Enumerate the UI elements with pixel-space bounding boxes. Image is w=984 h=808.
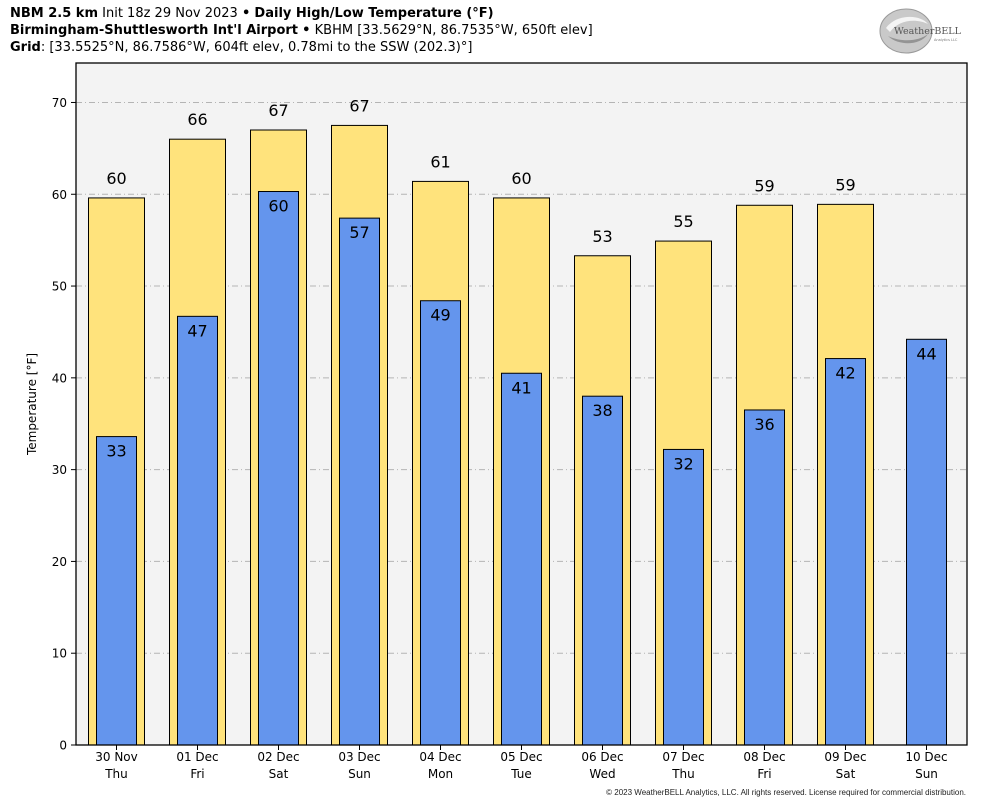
high-temp-label: 60 (106, 169, 126, 188)
x-tick-date: 06 Dec (581, 750, 623, 764)
low-temp-label: 41 (511, 378, 531, 397)
x-tick-day: Tue (510, 767, 532, 781)
logo-text: WeatherBELL (894, 26, 962, 37)
low-temp-label: 44 (916, 344, 936, 363)
y-tick-label: 70 (52, 96, 67, 110)
low-temp-label: 32 (673, 454, 693, 473)
low-temp-bar (339, 217, 380, 746)
station-name: Birmingham-Shuttlesworth Int'l Airport (10, 23, 299, 38)
x-tick-date: 30 Nov (95, 750, 138, 764)
bar-value-labels: 60 33 66 47 67 60 67 57 61 49 60 41 53 38 55 32 59 36 59 42… (106, 96, 936, 473)
y-tick-label: 40 (52, 371, 67, 385)
station-info: KBHM [33.5629°N, 86.7535°W, 650ft elev] (314, 23, 593, 38)
chart-title-line: NBM 2.5 km Init 18z 29 Nov 2023 • Daily … (10, 6, 494, 22)
grid-line: Grid: [33.5525°N, 86.7586°W, 604ft elev,… (10, 40, 472, 56)
x-tick-day: Sun (348, 767, 371, 781)
low-temp-bar (258, 191, 299, 746)
x-tick-day: Sun (915, 767, 938, 781)
low-temp-label: 42 (835, 364, 855, 383)
high-temp-label: 66 (187, 110, 207, 129)
x-tick-day: Fri (190, 767, 204, 781)
low-temp-label: 47 (187, 321, 207, 340)
x-tick-date: 04 Dec (419, 750, 461, 764)
low-temp-bar (96, 436, 137, 746)
x-tick-date: 10 Dec (905, 750, 947, 764)
product-title: Daily High/Low Temperature (°F) (254, 6, 494, 21)
high-temp-label: 61 (430, 152, 450, 171)
low-temp-label: 60 (268, 197, 288, 216)
station-line: Birmingham-Shuttlesworth Int'l Airport •… (10, 23, 593, 39)
y-tick-label: 20 (52, 555, 67, 569)
low-temp-bar (582, 395, 623, 746)
bars (88, 124, 947, 746)
y-tick-label: 0 (59, 739, 67, 753)
low-temp-bar (177, 315, 218, 746)
init-time: Init 18z 29 Nov 2023 (102, 6, 238, 21)
x-tick-date: 07 Dec (662, 750, 704, 764)
high-temp-label: 59 (754, 176, 774, 195)
low-temp-label: 38 (592, 401, 612, 420)
high-temp-label: 55 (673, 212, 693, 231)
low-temp-bar (825, 358, 866, 746)
low-temp-bar (744, 409, 785, 746)
station-bullet: • (302, 23, 311, 38)
x-tick-day: Wed (589, 767, 615, 781)
copyright-notice: © 2023 WeatherBELL Analytics, LLC. All r… (606, 788, 966, 797)
x-tick-date: 01 Dec (176, 750, 218, 764)
y-tick-label: 60 (52, 188, 67, 202)
x-tick-date: 02 Dec (257, 750, 299, 764)
axes: 0 10 20 30 40 50 60 70 30 Nov Thu 01 Dec Fri 02 Dec S… (52, 96, 948, 781)
low-temp-bar (663, 448, 704, 746)
weatherbell-logo: WeatherBELL Analytics LLC (879, 8, 962, 54)
title-bullet: • (241, 6, 251, 21)
x-tick-day: Thu (671, 767, 695, 781)
x-tick-date: 03 Dec (338, 750, 380, 764)
low-temp-bar (501, 372, 542, 746)
high-temp-label: 67 (349, 96, 369, 115)
x-tick-date: 08 Dec (743, 750, 785, 764)
grid-label: Grid (10, 40, 41, 55)
low-temp-label: 33 (106, 442, 126, 461)
x-tick-day: Thu (104, 767, 128, 781)
x-tick-day: Sat (269, 767, 289, 781)
x-tick-date: 05 Dec (500, 750, 542, 764)
x-tick-day: Fri (757, 767, 771, 781)
x-tick-date: 09 Dec (824, 750, 866, 764)
low-temp-bar (906, 338, 947, 746)
low-temp-bar (420, 300, 461, 746)
high-temp-label: 53 (592, 227, 612, 246)
y-axis-label: Temperature [°F] (25, 353, 39, 456)
model-name: NBM 2.5 km (10, 6, 98, 21)
logo-subtext: Analytics LLC (934, 38, 958, 42)
x-tick-day: Mon (428, 767, 453, 781)
low-temp-label: 36 (754, 415, 774, 434)
x-tick-day: Sat (836, 767, 856, 781)
low-temp-label: 57 (349, 223, 369, 242)
high-temp-label: 67 (268, 101, 288, 120)
y-tick-label: 50 (52, 280, 67, 294)
high-temp-label: 59 (835, 175, 855, 194)
y-tick-label: 30 (52, 463, 67, 477)
high-temp-label: 60 (511, 169, 531, 188)
grid-info: : [33.5525°N, 86.7586°W, 604ft elev, 0.7… (40, 40, 473, 55)
y-tick-label: 10 (52, 647, 67, 661)
low-temp-label: 49 (430, 306, 450, 325)
